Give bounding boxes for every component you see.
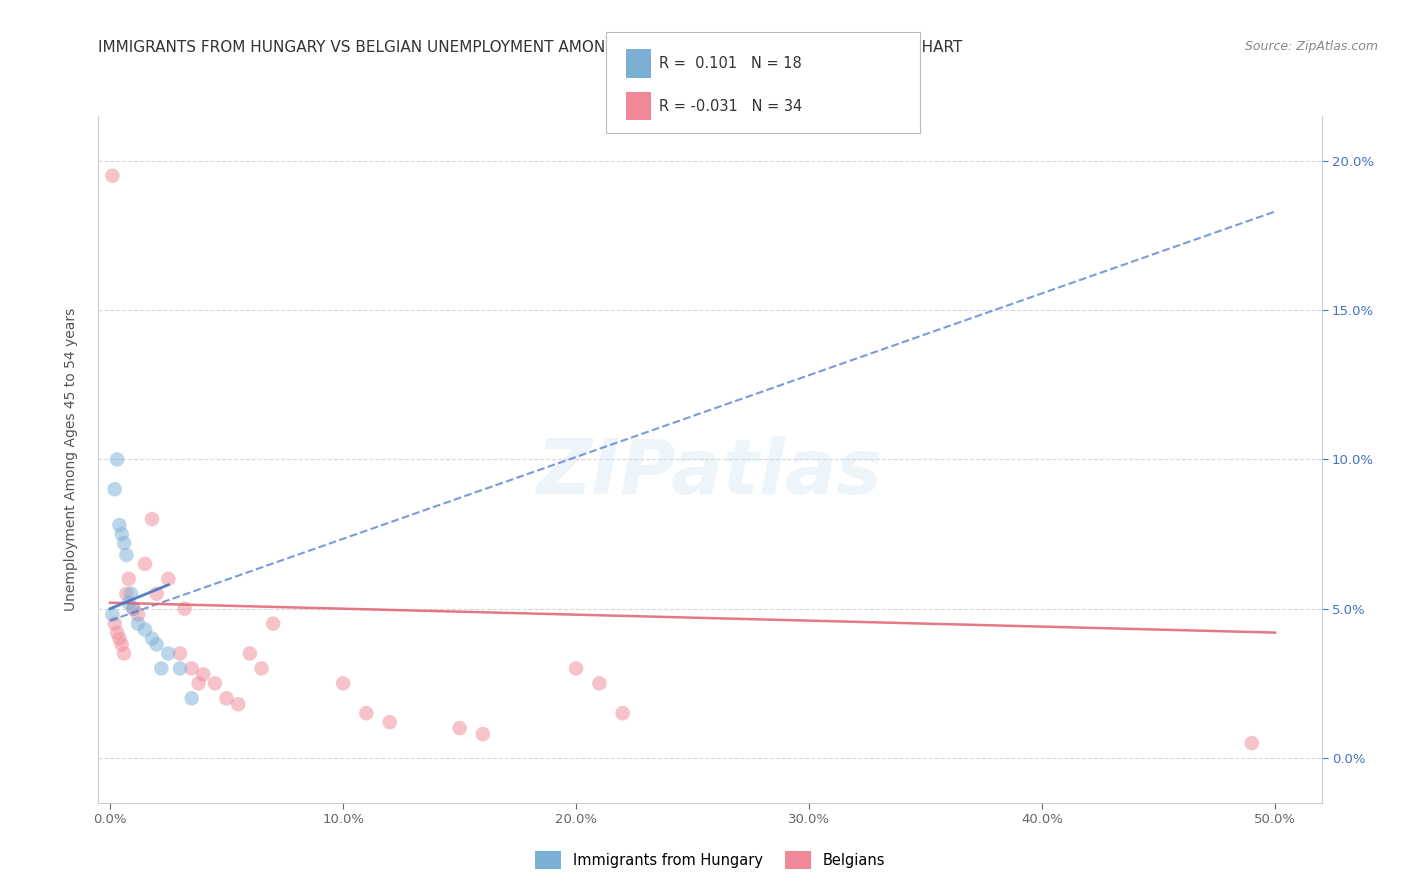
- Point: [127, 607, 149, 622]
- Point: [108, 632, 131, 646]
- Point: [115, 548, 138, 562]
- Point: [134, 557, 156, 571]
- Point: [122, 601, 145, 615]
- Point: [115, 587, 138, 601]
- Point: [141, 512, 163, 526]
- Point: [105, 452, 128, 467]
- Point: [108, 518, 131, 533]
- Point: [193, 667, 215, 681]
- Point: [215, 691, 238, 706]
- Point: [356, 706, 378, 721]
- Point: [118, 596, 141, 610]
- Point: [120, 587, 142, 601]
- Point: [150, 661, 173, 675]
- Point: [145, 638, 167, 652]
- Legend: Immigrants from Hungary, Belgians: Immigrants from Hungary, Belgians: [529, 845, 891, 874]
- Point: [565, 661, 588, 675]
- Point: [145, 587, 167, 601]
- Point: [134, 623, 156, 637]
- Point: [378, 715, 401, 730]
- Point: [187, 676, 209, 690]
- Point: [157, 572, 180, 586]
- Point: [141, 632, 163, 646]
- Point: [612, 706, 634, 721]
- Point: [226, 698, 249, 712]
- Text: Source: ZipAtlas.com: Source: ZipAtlas.com: [1244, 40, 1378, 54]
- Point: [157, 647, 180, 661]
- Point: [1240, 736, 1263, 750]
- Point: [180, 691, 202, 706]
- Text: IMMIGRANTS FROM HUNGARY VS BELGIAN UNEMPLOYMENT AMONG AGES 45 TO 54 YEARS CORREL: IMMIGRANTS FROM HUNGARY VS BELGIAN UNEMP…: [98, 40, 963, 55]
- Point: [112, 536, 135, 550]
- Point: [169, 647, 191, 661]
- Point: [104, 482, 127, 496]
- Point: [118, 572, 141, 586]
- Point: [471, 727, 494, 741]
- Point: [104, 616, 127, 631]
- Point: [101, 607, 124, 622]
- Point: [127, 616, 149, 631]
- Point: [204, 676, 226, 690]
- Point: [111, 527, 134, 541]
- Point: [111, 638, 134, 652]
- Point: [332, 676, 354, 690]
- Text: R =  0.101   N = 18: R = 0.101 N = 18: [659, 56, 803, 70]
- Point: [122, 601, 145, 615]
- Point: [112, 647, 135, 661]
- Point: [262, 616, 284, 631]
- Text: R = -0.031   N = 34: R = -0.031 N = 34: [659, 99, 803, 113]
- Point: [588, 676, 610, 690]
- Text: ZIPatlas: ZIPatlas: [537, 436, 883, 510]
- Point: [239, 647, 262, 661]
- Point: [180, 661, 202, 675]
- Point: [101, 169, 124, 183]
- Point: [250, 661, 273, 675]
- Y-axis label: Unemployment Among Ages 45 to 54 years: Unemployment Among Ages 45 to 54 years: [63, 308, 77, 611]
- Point: [449, 721, 471, 735]
- Point: [169, 661, 191, 675]
- Point: [105, 625, 128, 640]
- Point: [173, 601, 195, 615]
